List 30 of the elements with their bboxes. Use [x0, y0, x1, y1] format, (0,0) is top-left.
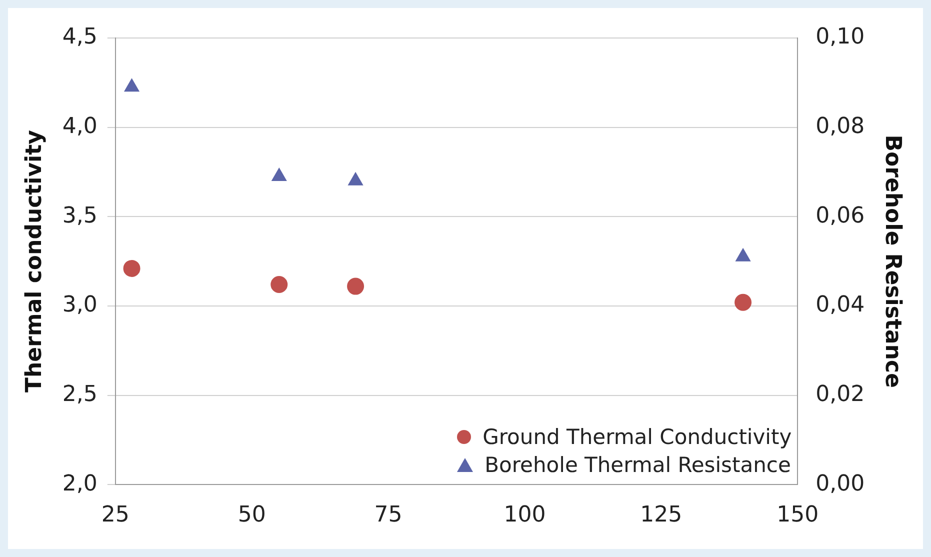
point — [734, 294, 752, 311]
y-tick-label: 2,0 — [62, 471, 98, 496]
y-axis-title: Thermal conductivity — [22, 130, 47, 393]
y-tick-label: 3,5 — [62, 203, 98, 228]
y2-tick-label: 0,00 — [816, 471, 865, 496]
point — [272, 168, 287, 181]
x-tick-label: 125 — [640, 502, 682, 528]
y2-axis-title: Borehole Resistance — [880, 134, 906, 388]
y-tick-label: 4,0 — [62, 114, 98, 140]
x-tick-label: 75 — [374, 502, 402, 528]
point — [736, 248, 750, 262]
y-tick-label: 3,0 — [62, 292, 98, 318]
x-tick-label: 100 — [504, 502, 546, 528]
y2-tick-label: 0,04 — [816, 292, 865, 318]
legend-label: Ground Thermal Conductivity — [482, 424, 792, 449]
x-tick-label: 50 — [238, 502, 266, 528]
y-tick-label: 2,5 — [62, 382, 98, 407]
y-tick-label: 4,5 — [62, 24, 98, 50]
y2-tick-label: 0,10 — [816, 24, 865, 50]
y2-tick-label: 0,06 — [816, 203, 865, 228]
y2-tick-label: 0,02 — [816, 382, 865, 407]
point — [270, 276, 288, 294]
x-tick-label: 25 — [101, 502, 130, 528]
x-tick-label: 150 — [776, 502, 819, 528]
point — [348, 172, 363, 186]
point — [347, 278, 364, 295]
point — [124, 78, 140, 92]
legend-label: Borehole Thermal Resistance — [484, 452, 791, 477]
point — [123, 260, 140, 277]
y2-tick-label: 0,08 — [816, 114, 865, 140]
